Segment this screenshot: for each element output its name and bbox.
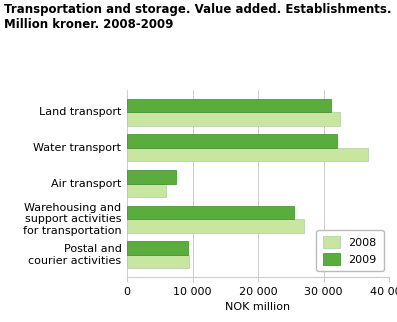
Bar — [127, 219, 304, 233]
Bar — [127, 99, 331, 112]
Legend: 2008, 2009: 2008, 2009 — [316, 230, 384, 271]
X-axis label: NOK million: NOK million — [225, 302, 291, 312]
Text: Transportation and storage. Value added. Establishments.
Million kroner. 2008-20: Transportation and storage. Value added.… — [4, 3, 391, 31]
Bar — [127, 134, 337, 148]
Bar — [127, 112, 340, 126]
Bar — [127, 148, 368, 161]
Bar — [127, 255, 189, 269]
Bar — [127, 241, 188, 255]
Bar — [127, 184, 166, 197]
Bar — [127, 206, 294, 219]
Bar — [127, 170, 175, 184]
